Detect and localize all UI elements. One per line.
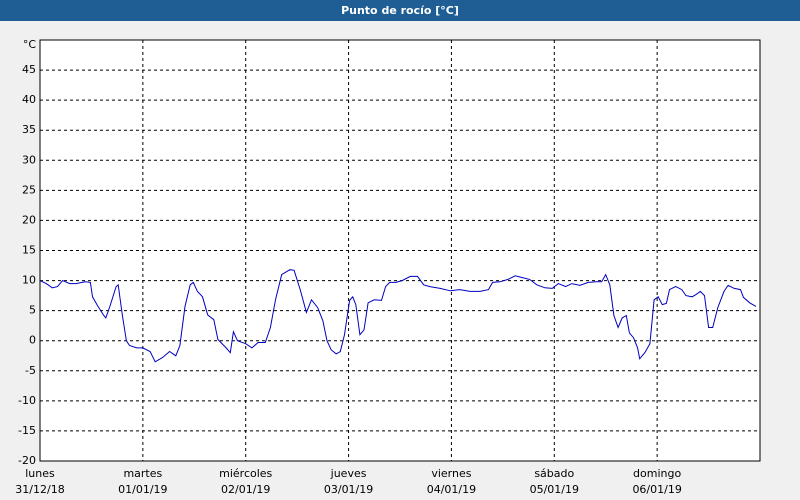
y-tick-label: 5 [29, 304, 36, 317]
y-tick-label: 20 [22, 213, 36, 226]
series-line [39, 269, 757, 363]
title-bar [0, 0, 800, 21]
x-tick-date: 02/01/19 [221, 483, 270, 496]
x-tick-label: martes [123, 467, 162, 480]
y-tick-label: 25 [22, 183, 36, 196]
x-tick-label: lunes [25, 467, 55, 480]
chart-title: Punto de rocío [°C] [341, 4, 459, 17]
y-tick-label: -15 [18, 424, 36, 437]
x-tick-label: domingo [633, 467, 681, 480]
y-tick-label: 10 [22, 274, 36, 287]
x-tick-date: 03/01/19 [324, 483, 373, 496]
y-tick-label: 15 [22, 244, 36, 257]
y-unit: °C [23, 38, 37, 51]
y-tick-label: -5 [25, 364, 36, 377]
x-tick-date: 04/01/19 [427, 483, 476, 496]
x-tick-label: sábado [534, 467, 574, 480]
x-tick-date: 06/01/19 [632, 483, 681, 496]
y-tick-label: 35 [22, 123, 36, 136]
y-tick-label: -20 [18, 454, 36, 467]
plot-border [39, 39, 761, 462]
x-tick-date: 01/01/19 [118, 483, 167, 496]
y-tick-label: 45 [22, 63, 36, 76]
x-tick-label: miércoles [219, 467, 272, 480]
x-tick-date: 05/01/19 [530, 483, 579, 496]
y-tick-label: -10 [18, 394, 36, 407]
x-tick-label: viernes [431, 467, 471, 480]
x-tick-label: jueves [330, 467, 367, 480]
x-tick-date: 31/12/18 [15, 483, 64, 496]
y-tick-label: 40 [22, 93, 36, 106]
y-tick-label: 30 [22, 153, 36, 166]
y-tick-label: 0 [29, 334, 36, 347]
